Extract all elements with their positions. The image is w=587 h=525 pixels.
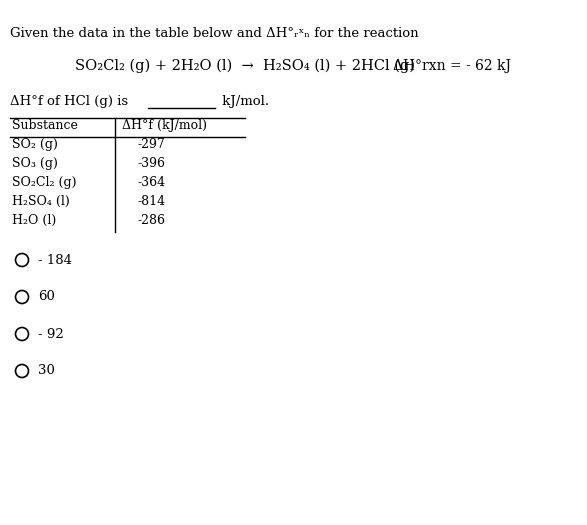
Text: -814: -814: [138, 195, 166, 208]
Text: ΔH°f of HCl (g) is: ΔH°f of HCl (g) is: [10, 95, 133, 108]
Text: ΔH°rxn = - 62 kJ: ΔH°rxn = - 62 kJ: [393, 59, 511, 73]
Text: H₂O (l): H₂O (l): [12, 214, 56, 227]
Text: 30: 30: [38, 364, 55, 377]
Text: Given the data in the table below and ΔH°ᵣˣₙ for the reaction: Given the data in the table below and ΔH…: [10, 27, 419, 40]
Text: -364: -364: [138, 176, 166, 189]
Text: SO₃ (g): SO₃ (g): [12, 157, 58, 170]
Text: - 184: - 184: [38, 254, 72, 267]
Text: -396: -396: [138, 157, 166, 170]
Text: - 92: - 92: [38, 328, 64, 341]
Text: SO₂Cl₂ (g) + 2H₂O (l)  →  H₂SO₄ (l) + 2HCl (g): SO₂Cl₂ (g) + 2H₂O (l) → H₂SO₄ (l) + 2HCl…: [75, 59, 415, 74]
Text: -297: -297: [138, 138, 166, 151]
Text: kJ/mol.: kJ/mol.: [218, 95, 269, 108]
Text: SO₂ (g): SO₂ (g): [12, 138, 58, 151]
Text: -286: -286: [138, 214, 166, 227]
Text: H₂SO₄ (l): H₂SO₄ (l): [12, 195, 70, 208]
Text: 60: 60: [38, 290, 55, 303]
Text: SO₂Cl₂ (g): SO₂Cl₂ (g): [12, 176, 76, 189]
Text: ΔH°f (kJ/mol): ΔH°f (kJ/mol): [122, 119, 207, 132]
Text: Substance: Substance: [12, 119, 78, 132]
